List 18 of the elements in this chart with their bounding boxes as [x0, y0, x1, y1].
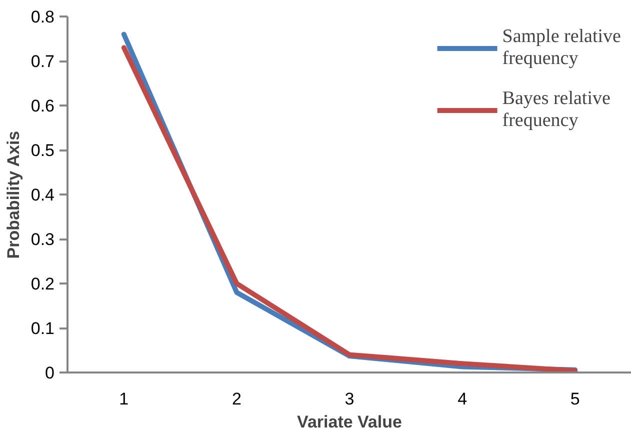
- y-tick-label: 0.7: [30, 52, 55, 71]
- y-axis-title: Probability Axis: [4, 130, 23, 259]
- x-tick-label: 5: [570, 390, 580, 408]
- y-tick-label: 0.4: [30, 186, 55, 204]
- x-tick-label: 2: [232, 390, 242, 408]
- y-tick-label: 0.6: [30, 96, 55, 116]
- y-tick-label: 0.3: [30, 230, 55, 249]
- x-tick-label: 4: [458, 390, 468, 408]
- x-tick-label: 1: [119, 390, 129, 408]
- legend-label: Sample relative frequency: [502, 26, 621, 70]
- y-tick-label: 0.8: [30, 8, 55, 26]
- y-tick-label: 0.5: [30, 141, 55, 160]
- y-tick-label: 0.2: [30, 274, 55, 294]
- y-tick-label: 0: [45, 364, 55, 382]
- x-axis-title: Variate Value: [297, 412, 402, 432]
- y-tick-label: 0.1: [30, 319, 55, 338]
- x-tick-label: 3: [344, 390, 354, 408]
- legend-label: Bayes relative frequency: [502, 88, 610, 132]
